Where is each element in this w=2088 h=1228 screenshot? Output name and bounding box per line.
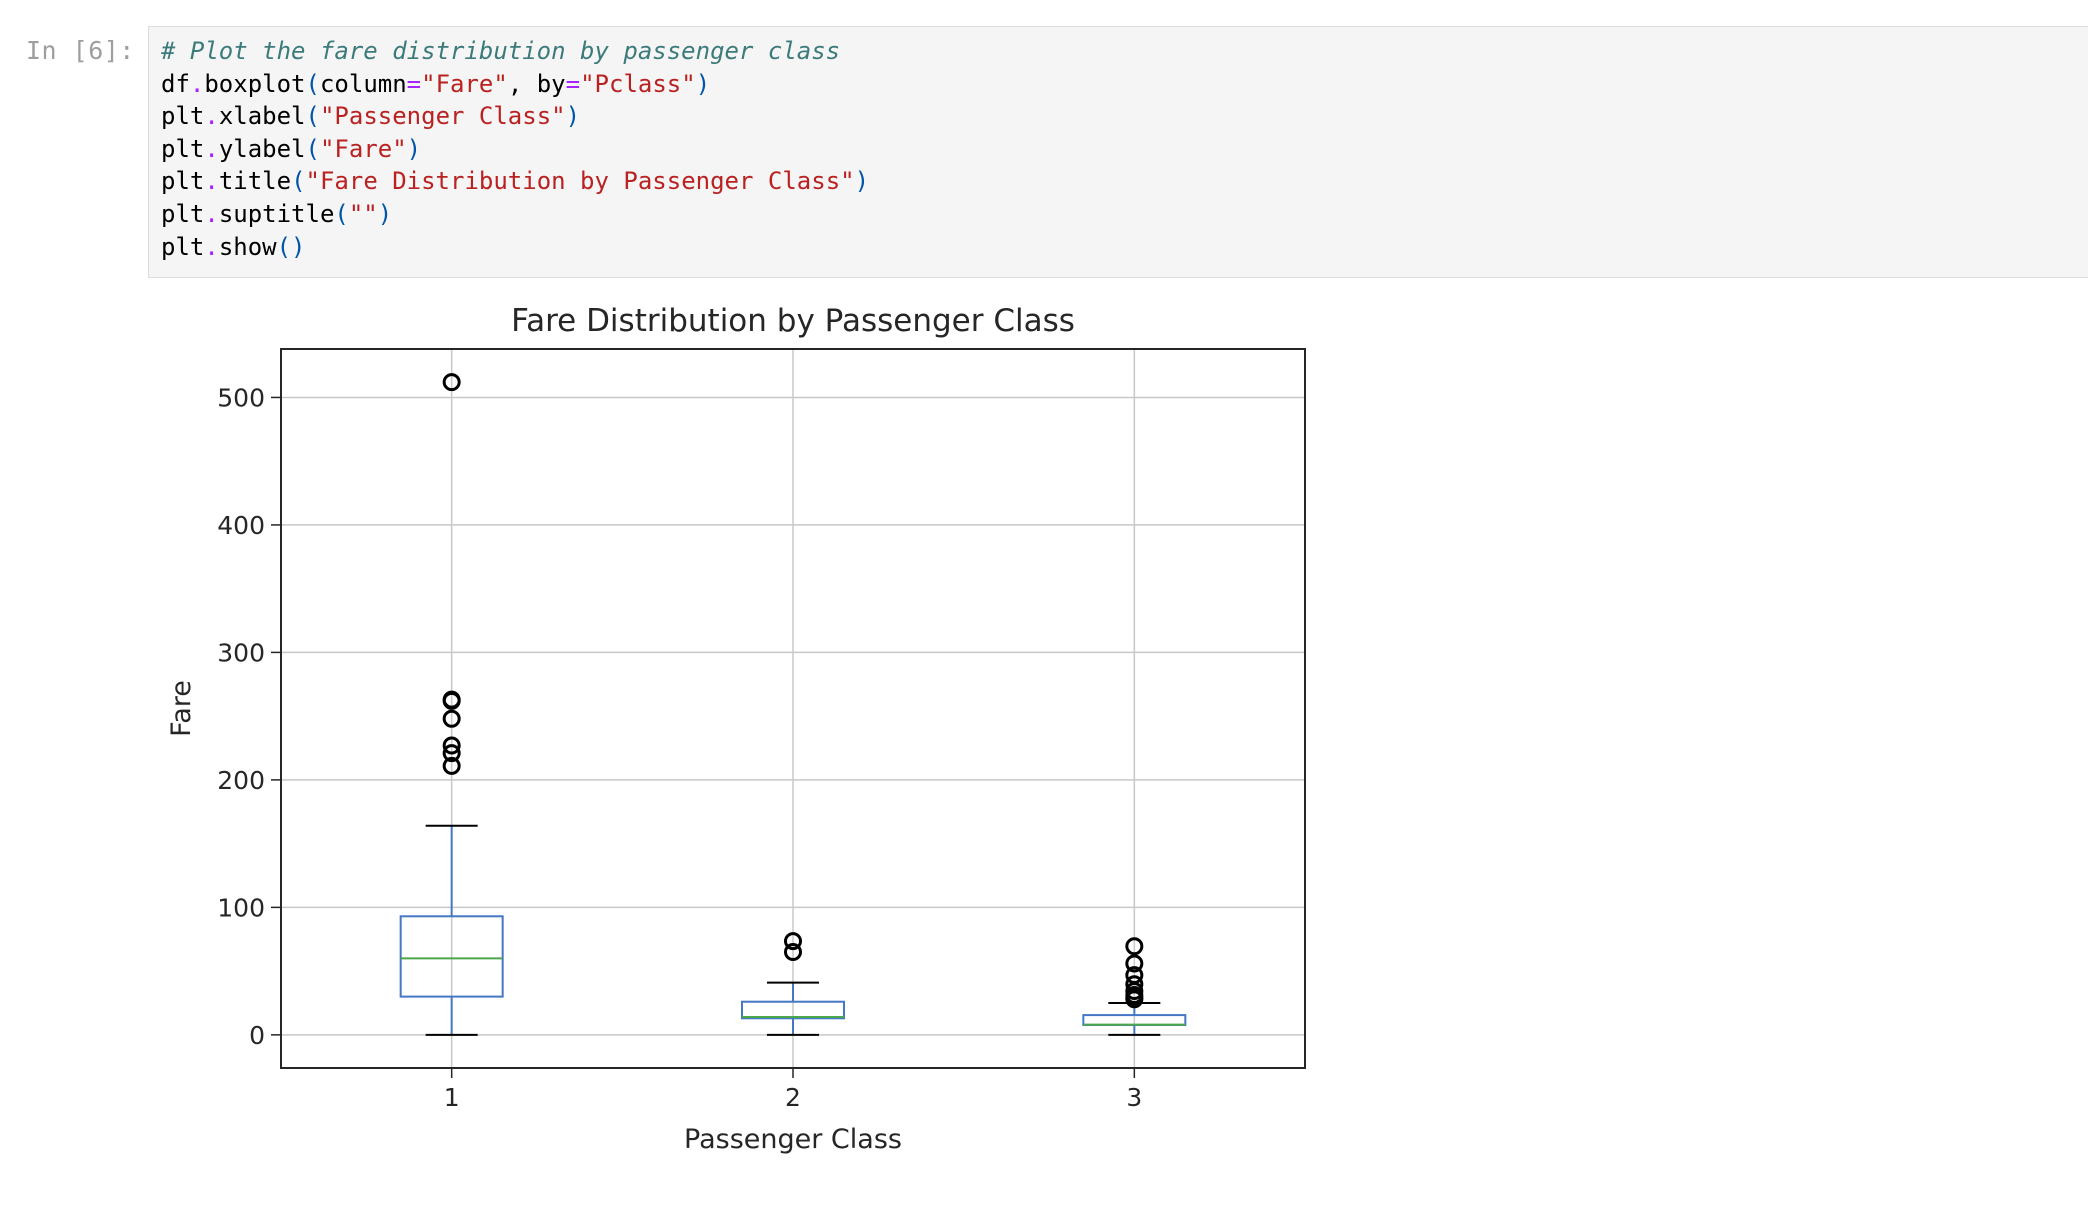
code-line: plt.xlabel("Passenger Class") [161,100,869,133]
code-token: ) [406,134,422,163]
y-tick-label: 200 [217,766,265,795]
iqr-box [399,915,504,998]
code-token: , [507,69,537,98]
x-axis-label: Passenger Class [684,1124,902,1155]
y-axis-label: Fare [166,680,197,737]
code-token: "Pclass" [580,69,696,98]
code-editor[interactable]: # Plot the fare distribution by passenge… [161,35,869,263]
code-line: df.boxplot(column="Fare", by="Pclass") [161,68,869,101]
code-token: ( [305,102,320,131]
code-token: ) [695,69,711,98]
outlier-point [442,736,461,755]
y-tick-label: 500 [217,383,265,412]
code-token: . [189,69,205,98]
code-line: plt.title("Fare Distribution by Passenge… [161,165,869,198]
code-token: . [204,102,219,131]
y-tick-label: 400 [217,511,265,540]
code-token: ( [291,167,306,196]
code-cell-input[interactable]: # Plot the fare distribution by passenge… [148,26,2088,278]
outlier-point [442,756,461,775]
iqr-box [741,1000,845,1020]
outlier-point [1125,937,1144,956]
code-token: title [218,167,292,196]
box-class-3 [1082,937,1187,1036]
code-token: show [218,232,277,261]
code-token: ( [305,134,320,163]
code-token: ( [305,69,320,98]
chart-title: Fare Distribution by Passenger Class [511,303,1075,339]
code-token: ( [334,199,349,228]
code-token: "Fare Distribution by Passenger Class" [305,167,855,196]
cell-prompt: In [6]: [26,36,135,65]
outlier-point [442,691,461,710]
outlier-point [442,373,461,392]
box-class-1 [399,373,504,1036]
code-token: plt [161,102,205,131]
code-token: "Fare" [319,134,407,163]
code-token: suptitle [218,199,335,228]
code-line: # Plot the fare distribution by passenge… [161,35,869,68]
code-token: plt [161,167,205,196]
outlier-point [442,744,461,763]
code-token: ylabel [218,134,306,163]
box-class-2 [741,932,845,1036]
code-token: = [406,69,422,98]
x-tick-label: 2 [785,1083,801,1112]
tick-layer: 0 100 200 300 400 500 1 2 3 [217,383,1142,1112]
outlier-point [442,709,461,728]
code-token: = [565,69,581,98]
y-tick-label: 300 [217,638,265,667]
code-token: . [204,134,219,163]
boxplot-chart: 0 100 200 300 400 500 1 2 3 Fare Distribution by… [166,303,1306,1155]
box-layer [399,373,1187,1036]
code-token: column [319,69,407,98]
code-token: () [276,232,306,261]
code-token: ) [854,167,870,196]
code-token: . [204,167,219,196]
code-token: "" [348,199,378,228]
code-token: ) [565,102,581,131]
outlier-point [1125,990,1144,1009]
code-token: boxplot [204,69,306,98]
code-line: plt.suptitle("") [161,198,869,231]
code-token: df [161,69,190,98]
code-token: plt [161,232,205,261]
code-line: plt.ylabel("Fare") [161,133,869,166]
y-tick-label: 100 [217,893,265,922]
code-token: by [536,69,566,98]
code-token: "Passenger Class" [319,102,566,131]
outlier-point [784,942,802,961]
code-line: plt.show() [161,231,869,264]
chart-output: 0 100 200 300 400 500 1 2 3 Fare Distribution by… [148,290,1368,1190]
code-token: ) [377,199,393,228]
code-token: plt [161,134,205,163]
x-tick-label: 1 [444,1083,460,1112]
code-token: xlabel [218,102,306,131]
code-token: "Fare" [421,69,508,98]
x-tick-label: 3 [1126,1083,1142,1112]
code-token: plt [161,199,205,228]
code-token: . [204,232,219,261]
outlier-point [784,932,802,951]
code-token: # Plot the fare distribution by passenge… [161,37,841,65]
code-token: . [204,199,219,228]
y-tick-label: 0 [249,1021,265,1050]
outlier-point [1125,954,1144,973]
